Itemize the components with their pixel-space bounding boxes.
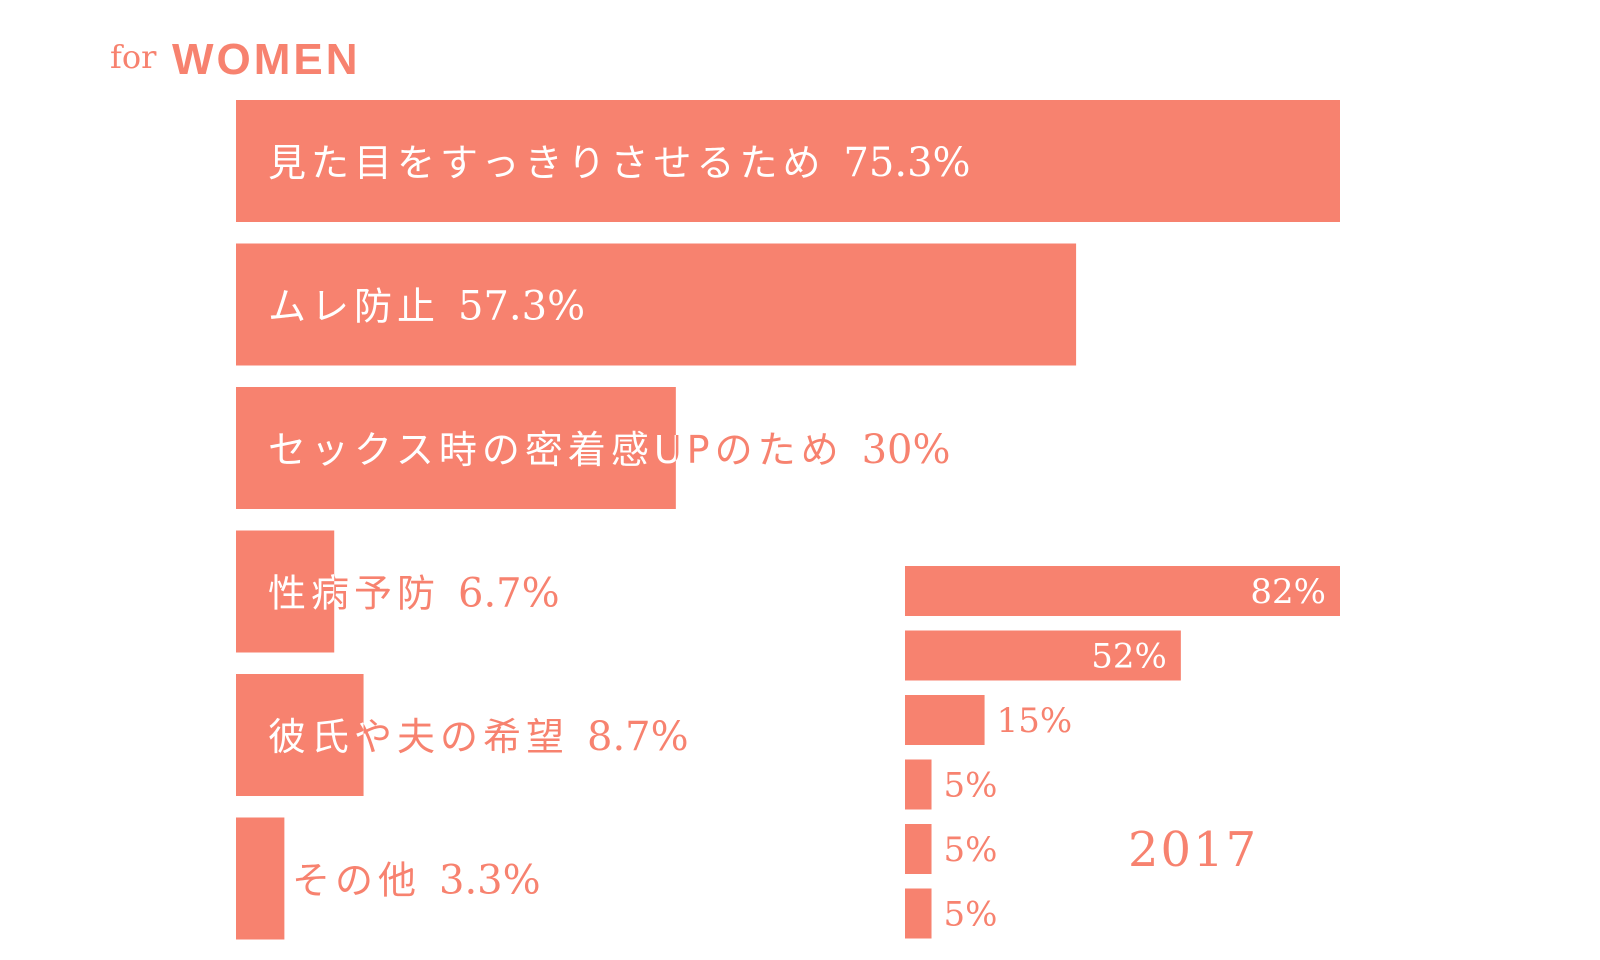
value-label: 75.3% — [843, 140, 970, 186]
bar — [236, 100, 1340, 222]
chart-title: for WOMEN — [110, 35, 361, 84]
sub-bar — [905, 759, 932, 810]
bar-group: その他 3.3%その他 3.3% — [236, 817, 541, 940]
bar — [236, 674, 364, 796]
sub-bar — [905, 824, 932, 874]
year-2017-bar-chart: 82% 52% 15% 5% 5% 5% 2017 — [905, 566, 1340, 939]
bar-group: 性病予防 6.7%性病予防 6.7% — [236, 530, 560, 653]
value-label: 57.3% — [458, 284, 585, 330]
category-label: 見た目をすっきりさせるため — [268, 141, 825, 185]
bar-group: ムレ防止 57.3%ムレ防止 57.3% — [236, 243, 1077, 366]
value-label: 30% — [862, 427, 951, 473]
value-label: 8.7% — [587, 714, 689, 760]
value-label: 75.3% — [843, 140, 970, 186]
category-label: 彼氏や夫の希望 — [268, 715, 569, 759]
category-label: 見た目をすっきりさせるため — [268, 141, 825, 185]
bar — [236, 530, 335, 653]
sub-value-label: 82% — [1250, 572, 1326, 612]
bar-label: その他 3.3% — [292, 858, 541, 904]
sub-bar — [905, 630, 1181, 681]
value-label: 6.7% — [458, 571, 560, 617]
sub-bar-group: 52% — [905, 630, 1181, 681]
bar — [236, 817, 285, 940]
bar-label: ムレ防止 57.3% — [268, 284, 585, 330]
bar-label: 性病予防 6.7% — [268, 571, 560, 617]
sub-bar-group: 5% — [905, 759, 998, 810]
category-label: ムレ防止 — [268, 285, 440, 329]
sub-bar-group: 15% — [905, 695, 1072, 745]
bar — [236, 387, 676, 509]
sub-bar — [905, 566, 1340, 616]
sub-value-label: 5% — [944, 766, 998, 806]
category-label: 性病予防 — [268, 572, 440, 616]
bar-label: 彼氏や夫の希望 8.7% — [268, 714, 689, 760]
category-label: 彼氏や夫の希望 — [268, 715, 569, 759]
value-label: 57.3% — [458, 284, 585, 330]
bar-label: 見た目をすっきりさせるため 75.3% — [268, 140, 971, 186]
bar-label-on-bar: 見た目をすっきりさせるため 75.3% — [268, 140, 971, 186]
title-main: WOMEN — [172, 35, 361, 84]
sub-value-label: 52% — [1091, 637, 1167, 677]
sub-bar — [905, 888, 932, 939]
bar-group: 見た目をすっきりさせるため 75.3%見た目をすっきりさせるため 75.3% — [236, 100, 1340, 222]
sub-bar-group: 82% — [905, 566, 1340, 616]
category-label: セックス時の密着感UPのため — [268, 428, 844, 472]
sub-value-label: 15% — [997, 701, 1073, 741]
bar-group: セックス時の密着感UPのため 30%セックス時の密着感UPのため 30% — [236, 387, 951, 509]
category-label: 性病予防 — [268, 572, 440, 616]
sub-bar-group: 5% — [905, 888, 998, 939]
sub-value-label: 5% — [944, 895, 998, 935]
bar — [236, 243, 1077, 366]
bar-label: セックス時の密着感UPのため 30% — [268, 427, 951, 473]
sub-bar-group: 5% — [905, 824, 997, 874]
sub-bar — [905, 695, 985, 745]
title-prefix: for — [110, 38, 157, 76]
bar-label-on-bar: 彼氏や夫の希望 8.7% — [268, 714, 689, 760]
value-label: 3.3% — [439, 858, 541, 904]
year-label: 2017 — [1128, 822, 1258, 878]
main-bar-chart: 見た目をすっきりさせるため 75.3%見た目をすっきりさせるため 75.3% ムレ防止… — [236, 100, 1340, 940]
bar-label-on-bar: 性病予防 6.7% — [268, 571, 560, 617]
category-label: その他 — [292, 859, 421, 903]
bar-label-on-bar: ムレ防止 57.3% — [268, 284, 585, 330]
bar-label-on-bar: セックス時の密着感UPのため 30% — [268, 427, 951, 473]
category-label: ムレ防止 — [268, 285, 440, 329]
bar-group: 彼氏や夫の希望 8.7%彼氏や夫の希望 8.7% — [236, 674, 689, 796]
category-label: セックス時の密着感UPのため — [268, 428, 844, 472]
sub-value-label: 5% — [944, 830, 998, 870]
